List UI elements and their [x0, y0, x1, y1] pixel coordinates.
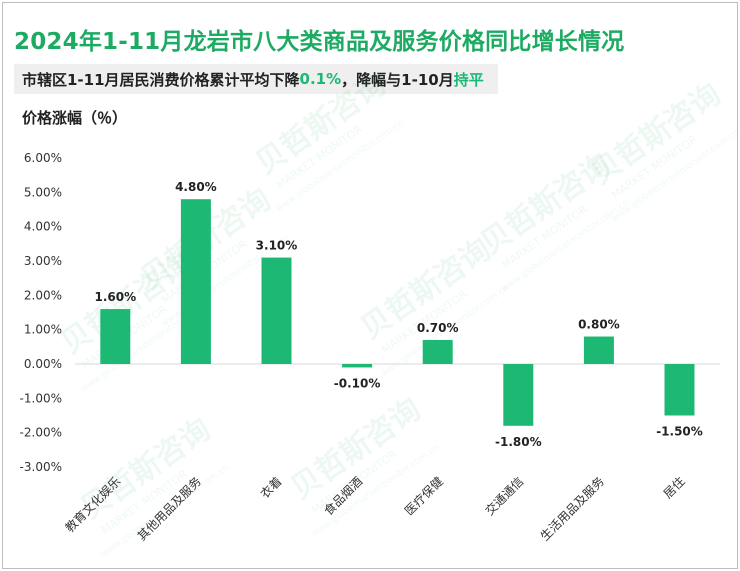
bar-value-label: 3.10% — [256, 239, 298, 253]
watermark-brand: 贝哲斯咨询 — [585, 77, 728, 192]
x-category-label: 居住 — [661, 474, 688, 501]
bar-value-label: -1.50% — [656, 425, 703, 439]
y-tick-label: 0.00% — [24, 357, 62, 371]
watermark-brand: 贝哲斯咨询 — [250, 67, 393, 182]
bar — [583, 336, 614, 364]
subtitle-banner: 市辖区1-11月居民消费价格累计平均下降 0.1% ，降幅与1-10月 持平 — [14, 64, 498, 94]
bar-value-label: -1.80% — [495, 435, 542, 449]
subtitle-text-1: 市辖区1-11月居民消费价格累计平均下降 — [22, 70, 300, 89]
subtitle-value-1: 0.1% — [299, 70, 342, 88]
bar — [180, 199, 211, 364]
x-category-label: 医疗保健 — [402, 474, 446, 518]
bar-value-label: 4.80% — [175, 180, 217, 194]
bar — [664, 364, 695, 416]
bar — [422, 339, 453, 364]
bar-value-label: 1.60% — [94, 290, 136, 304]
y-tick-label: 1.00% — [24, 323, 62, 337]
y-tick-label: 3.00% — [24, 254, 62, 268]
bar — [261, 257, 292, 364]
x-axis-labels: 教育文化娱乐 其他用品及服务 衣着 食品烟酒 医疗保健 交通通信 生活用品及服务 居住 — [62, 474, 688, 544]
x-category-label: 交通通信 — [482, 474, 527, 519]
y-tick-label: -2.00% — [20, 426, 62, 440]
y-tick-label: -3.00% — [20, 460, 62, 474]
bar-value-label: 0.80% — [578, 318, 620, 332]
x-category-label: 生活用品及服务 — [537, 474, 607, 544]
bar — [342, 364, 373, 368]
x-category-label: 衣着 — [257, 474, 285, 502]
bar-value-label: -0.10% — [334, 376, 381, 390]
subtitle-text-2: ，降幅与1-10月 — [341, 70, 454, 89]
chart-title: 2024年1-11月龙岩市八大类商品及服务价格同比增长情况 — [14, 29, 625, 55]
y-tick-label: 2.00% — [24, 288, 62, 302]
y-axis-ticks: 6.00% 5.00% 4.00% 3.00% 2.00% 1.00% 0.00% -1.00… — [20, 151, 720, 474]
bar-value-label: 0.70% — [417, 321, 459, 335]
y-tick-label: -1.00% — [20, 391, 62, 405]
y-tick-label: 5.00% — [24, 185, 62, 199]
y-axis-unit-label: 价格涨幅（％） — [22, 109, 128, 127]
bar — [100, 309, 131, 364]
bar — [503, 364, 534, 426]
subtitle-value-2: 持平 — [453, 70, 484, 89]
bars-group: 1.60% 4.80% 3.10% -0.10% 0.70% -1.80% 0.80% -1.… — [94, 180, 702, 449]
y-tick-label: 6.00% — [24, 151, 62, 165]
y-tick-label: 4.00% — [24, 220, 62, 234]
